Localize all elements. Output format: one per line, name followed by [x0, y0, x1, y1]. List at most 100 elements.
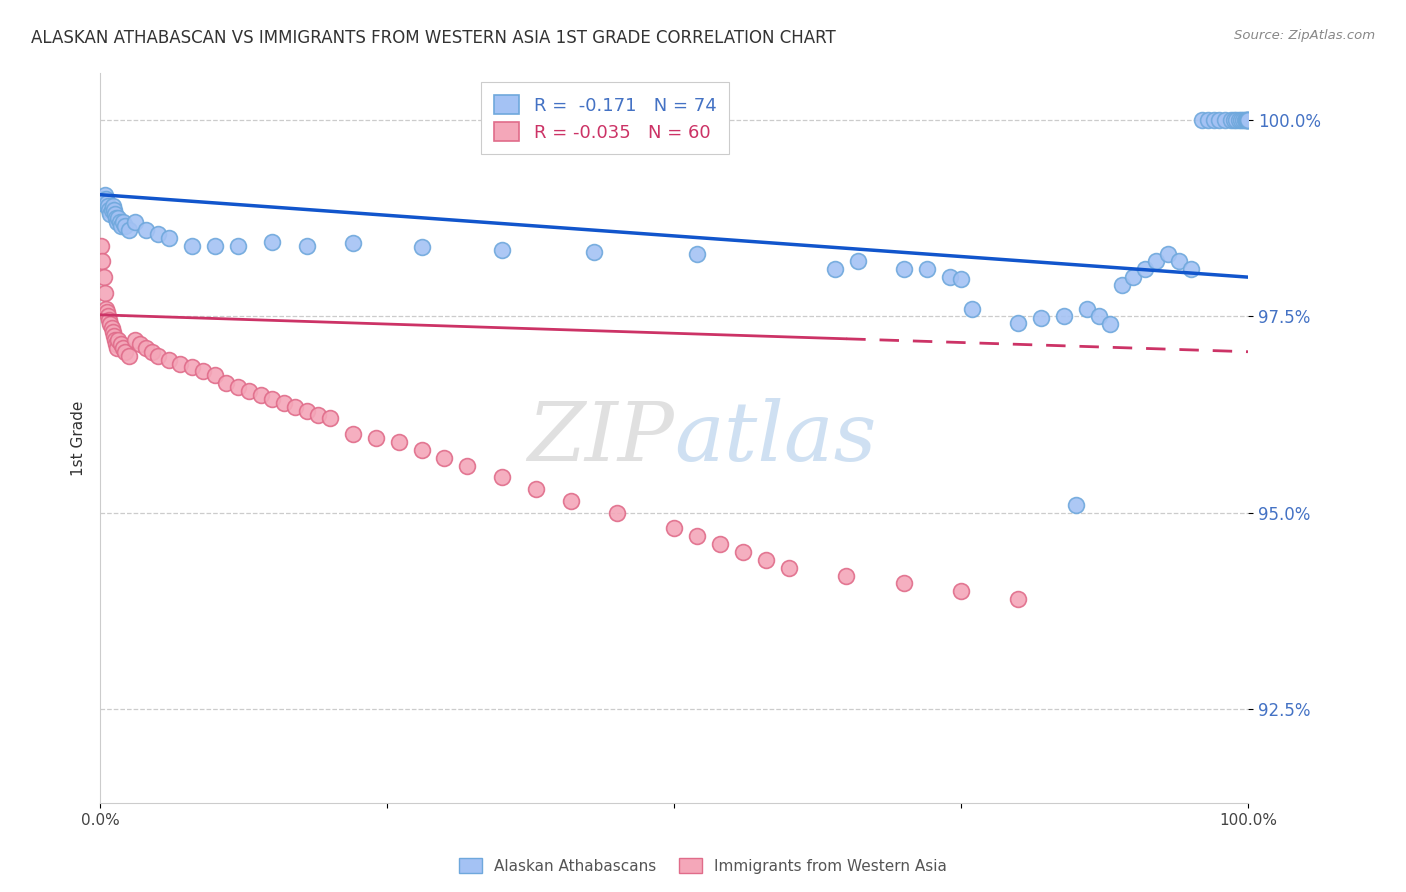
Text: ALASKAN ATHABASCAN VS IMMIGRANTS FROM WESTERN ASIA 1ST GRADE CORRELATION CHART: ALASKAN ATHABASCAN VS IMMIGRANTS FROM WE… [31, 29, 835, 46]
Point [101, 199, 124, 213]
Point [606, 506, 628, 520]
Point [1099, 318, 1122, 332]
Point [105, 337, 128, 351]
Point [1180, 262, 1202, 277]
Point [97, 310, 120, 324]
Point [141, 344, 163, 359]
Point [100, 321, 122, 335]
Point [1191, 113, 1213, 128]
Point [118, 349, 141, 363]
Point [295, 403, 318, 417]
Point [93, 195, 115, 210]
Point [104, 207, 127, 221]
Point [1208, 113, 1230, 128]
Point [1225, 113, 1247, 128]
Legend: R =  -0.171   N = 74, R = -0.035   N = 60: R = -0.171 N = 74, R = -0.035 N = 60 [481, 82, 730, 154]
Point [118, 223, 141, 237]
Point [107, 333, 129, 347]
Point [110, 337, 132, 351]
Point [100, 318, 122, 332]
Point [157, 231, 180, 245]
Point [146, 227, 169, 241]
Point [238, 384, 260, 398]
Point [1236, 113, 1258, 128]
Point [94, 301, 117, 316]
Point [124, 333, 146, 347]
Point [1202, 113, 1225, 128]
Point [915, 262, 938, 277]
Point [835, 568, 858, 582]
Point [105, 215, 128, 229]
Point [411, 240, 433, 254]
Point [108, 215, 131, 229]
Point [560, 494, 582, 508]
Point [709, 537, 731, 551]
Point [169, 357, 191, 371]
Point [226, 380, 249, 394]
Point [1236, 113, 1258, 128]
Point [112, 341, 135, 355]
Point [307, 408, 329, 422]
Point [295, 238, 318, 252]
Point [1111, 277, 1133, 292]
Point [100, 203, 122, 218]
Point [893, 576, 915, 591]
Point [1227, 113, 1250, 128]
Point [1007, 592, 1029, 607]
Point [97, 199, 120, 213]
Point [686, 529, 709, 543]
Point [846, 254, 869, 268]
Point [114, 219, 136, 233]
Point [1031, 310, 1053, 325]
Point [1133, 262, 1156, 277]
Point [94, 192, 117, 206]
Point [731, 545, 754, 559]
Point [103, 203, 125, 218]
Point [582, 245, 605, 260]
Point [98, 313, 121, 327]
Point [103, 329, 125, 343]
Point [146, 349, 169, 363]
Text: ZIP: ZIP [527, 398, 673, 478]
Point [98, 203, 121, 218]
Point [778, 560, 800, 574]
Point [107, 211, 129, 226]
Point [1230, 113, 1253, 128]
Point [1213, 113, 1236, 128]
Point [105, 211, 128, 226]
Point [1219, 113, 1241, 128]
Point [284, 400, 307, 414]
Point [1007, 316, 1029, 330]
Point [226, 238, 249, 252]
Point [90, 195, 112, 210]
Legend: Alaskan Athabascans, Immigrants from Western Asia: Alaskan Athabascans, Immigrants from Wes… [453, 852, 953, 880]
Point [112, 215, 135, 229]
Point [755, 553, 778, 567]
Point [456, 458, 478, 473]
Point [387, 435, 409, 450]
Point [193, 364, 215, 378]
Point [135, 341, 157, 355]
Point [893, 262, 915, 277]
Point [950, 584, 973, 599]
Point [1064, 498, 1087, 512]
Point [824, 262, 846, 277]
Point [1144, 254, 1167, 268]
Point [1223, 113, 1246, 128]
Point [204, 368, 226, 383]
Point [105, 341, 128, 355]
Point [157, 352, 180, 367]
Point [1087, 310, 1109, 324]
Point [1232, 113, 1254, 128]
Point [491, 243, 513, 257]
Point [181, 360, 204, 375]
Point [686, 246, 709, 260]
Point [129, 337, 152, 351]
Point [1156, 246, 1178, 260]
Point [215, 376, 238, 391]
Point [114, 344, 136, 359]
Point [1197, 113, 1219, 128]
Point [93, 270, 115, 285]
Point [1076, 301, 1098, 316]
Point [101, 325, 124, 339]
